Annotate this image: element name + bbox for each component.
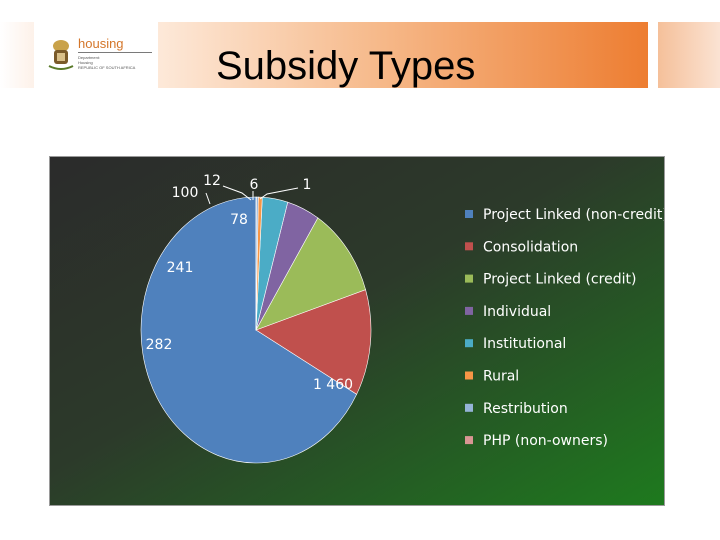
logo-country: REPUBLIC OF SOUTH AFRICA [78,65,136,70]
legend-label-consolidation: Consolidation [483,239,578,255]
chart-frame [49,156,665,506]
leader-line-individual [205,192,211,205]
data-label-restribution: 6 [250,177,259,193]
data-label-individual: 100 [172,185,199,201]
legend-label-rural: Rural [483,369,519,385]
pie-slice-consolidation [255,289,372,395]
pie-chart: 1 460 282 241 100 78 12 6 1 Project Linked (non… [49,156,665,506]
data-label-institutional: 78 [230,212,248,228]
logo-divider [78,52,152,53]
data-label-consolidation: 282 [146,337,173,353]
leader-line-php-non-owners [259,187,299,200]
legend-swatch-project-linked-non-credit [465,210,473,218]
legend-swatch-consolidation [465,242,473,251]
housing-logo: housing Department: Housing REPUBLIC OF … [38,22,154,88]
legend-label-project-linked-non-credit: Project Linked (non-credit) [483,207,665,223]
legend-swatch-institutional [465,339,473,348]
legend-label-individual: Individual [483,304,551,320]
legend-swatch-individual [465,306,473,315]
leader-line-rural [222,185,252,201]
data-label-php-non-owners: 1 [303,177,312,193]
data-label-project-linked-non-credit: 1 460 [313,377,353,393]
data-label-rural: 12 [203,173,221,189]
legend-label-project-linked-credit: Project Linked (credit) [483,272,636,288]
data-label-project-linked-credit: 241 [167,260,194,276]
legend-swatch-rural [465,371,473,380]
header-banner-right [658,22,720,88]
pie-slice-project-linked-credit [255,217,366,331]
logo-dept-label: Department: [78,55,101,60]
legend-swatch-project-linked-credit [465,274,473,283]
header-banner [158,22,648,88]
legend-label-institutional: Institutional [483,336,566,352]
pie-slice-project-linked-non-credit [140,196,358,464]
coat-of-arms-icon [48,40,74,70]
logo-name: housing [78,36,124,51]
header-banner-left [0,22,34,88]
legend-label-restribution: Restribution [483,401,568,417]
legend-swatch-php-non-owners [465,436,473,445]
legend-label-php-non-owners: PHP (non-owners) [483,433,608,449]
logo-dept-name: Housing [78,60,93,65]
page-title: Subsidy Types [216,44,476,88]
legend-swatch-restribution [465,403,473,412]
